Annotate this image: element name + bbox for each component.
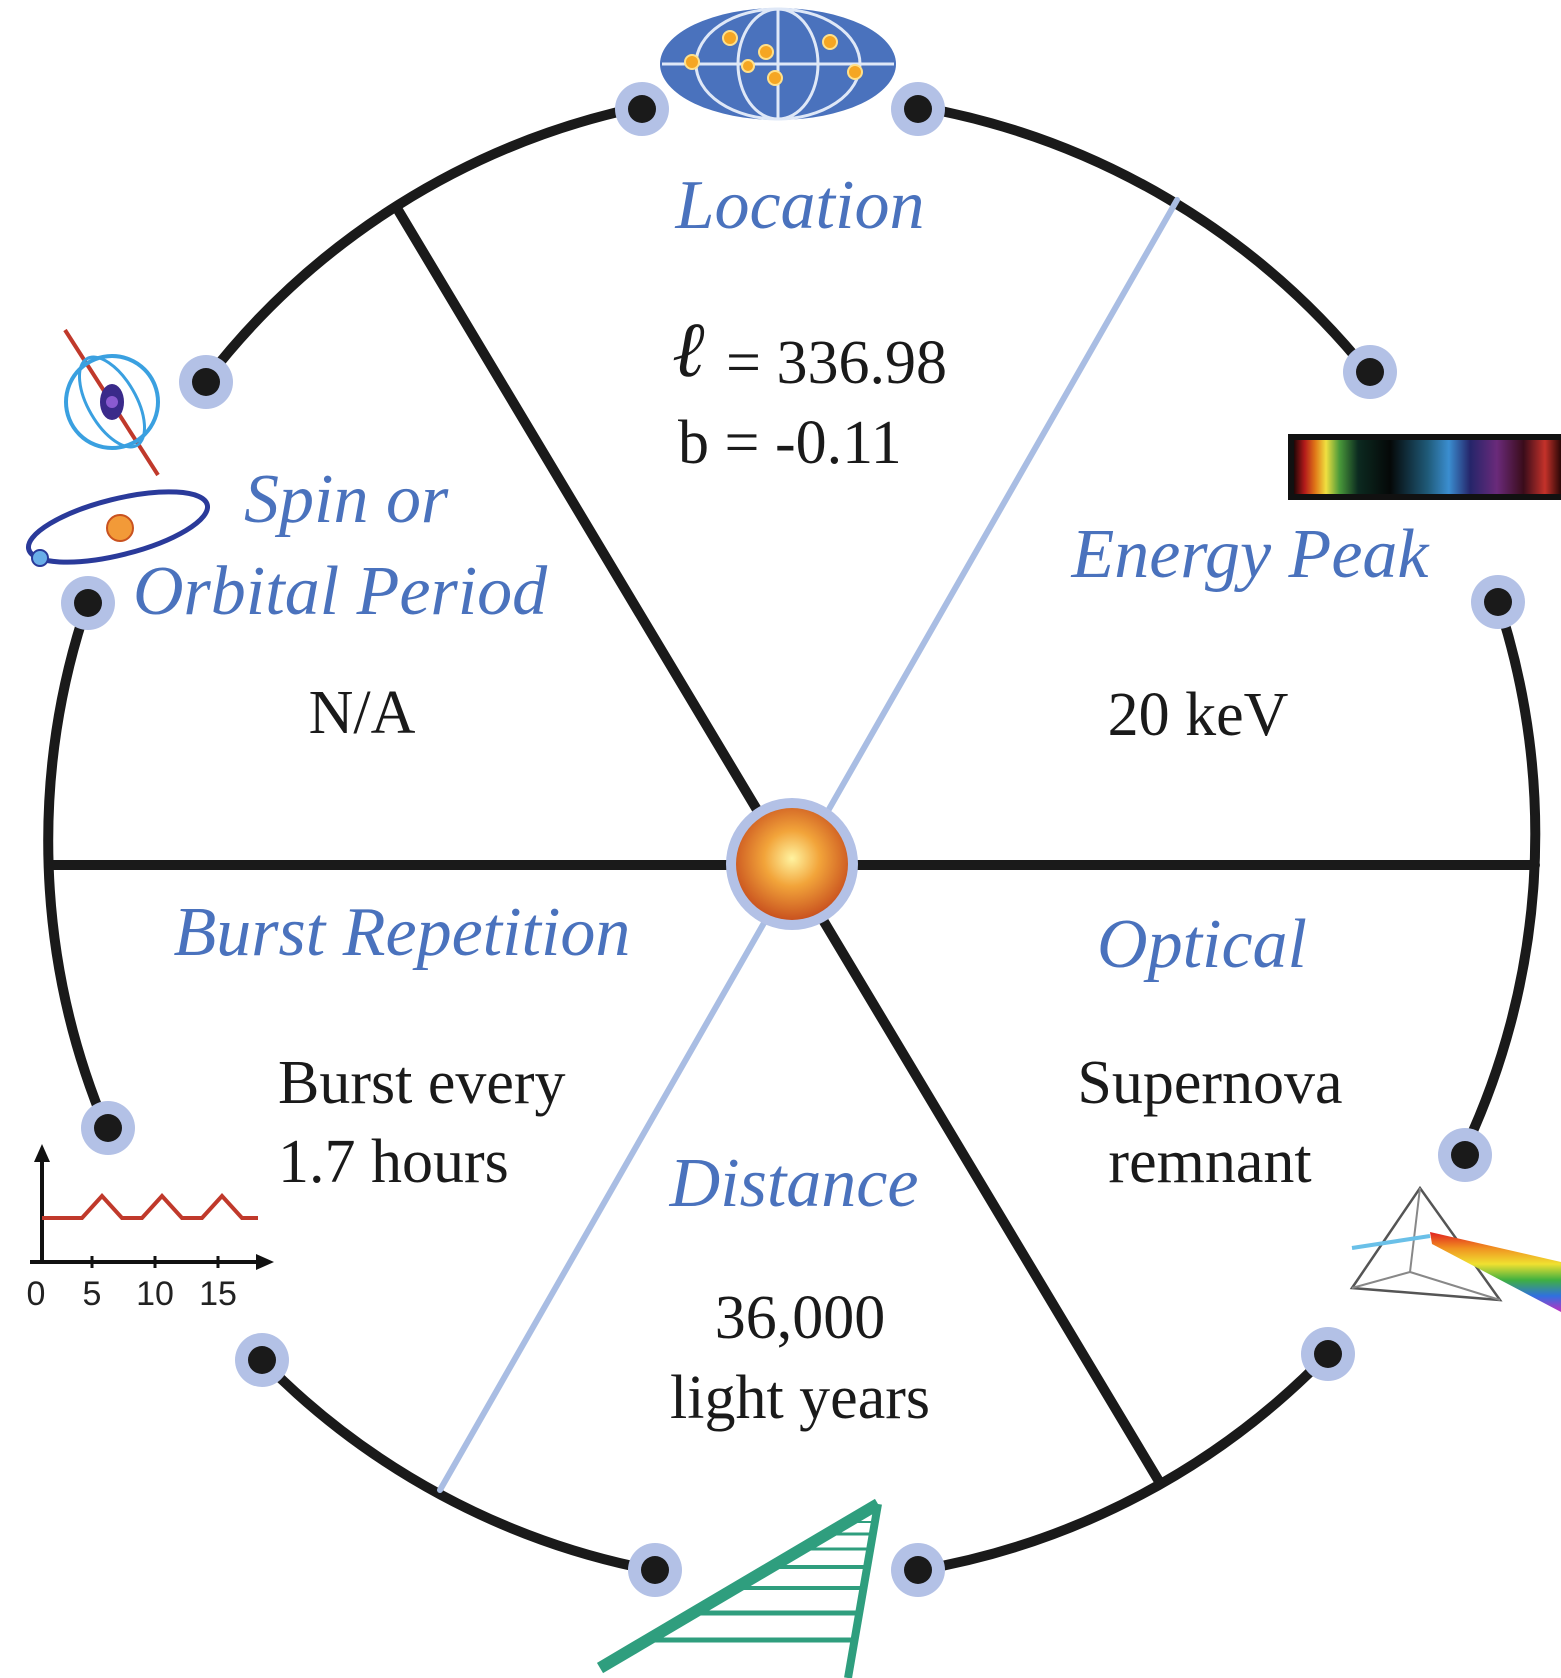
ring-node — [61, 576, 115, 630]
ring-arc-right — [1457, 597, 1541, 1160]
ring-node — [628, 1543, 682, 1597]
distance-value-line2: light years — [670, 1364, 930, 1432]
ring-node — [81, 1101, 135, 1155]
burst-axis-tick: 0 — [27, 1275, 46, 1313]
ring-node — [235, 1333, 289, 1387]
optical-value-line2: remnant — [1108, 1128, 1311, 1196]
galactic-latitude: b = -0.11 — [678, 409, 902, 477]
spin-title-line2: Orbital Period — [133, 553, 548, 630]
distance-ladder-icon — [596, 1498, 882, 1678]
ring-node — [179, 355, 233, 409]
ring-node — [1301, 1327, 1355, 1381]
sky-map-globe-icon — [660, 7, 896, 121]
spin-title-line1: Spin or — [244, 461, 449, 538]
ring-node — [1438, 1128, 1492, 1182]
spectrum-bar-icon — [1288, 434, 1561, 500]
ring-arc-bottom-right — [915, 1349, 1333, 1575]
ring-node — [615, 82, 669, 136]
burst-axis-tick: 10 — [136, 1275, 174, 1313]
optical-title: Optical — [1097, 906, 1307, 983]
pulsar-orbit-icon — [25, 328, 211, 567]
ring-node — [1471, 575, 1525, 629]
burst-value-line2: 1.7 hours — [278, 1128, 509, 1196]
location-title: Location — [675, 167, 925, 244]
burst-axis-tick: 15 — [199, 1275, 237, 1313]
burst-timeline-icon: 0 5 10 15 — [27, 1144, 274, 1313]
energy-title: Energy Peak — [1071, 516, 1431, 593]
source-star-icon — [726, 798, 858, 930]
galactic-l-symbol: ℓ — [672, 306, 705, 393]
ring-node — [891, 82, 945, 136]
ring-arc-bottom-left — [257, 1355, 657, 1575]
ring-node — [891, 1543, 945, 1597]
burst-value-line1: Burst every — [278, 1049, 566, 1117]
burst-axis-tick: 5 — [83, 1275, 102, 1313]
energy-value: 20 keV — [1108, 681, 1289, 749]
ring-nodes — [61, 82, 1525, 1597]
distance-title: Distance — [669, 1145, 919, 1222]
ring-node — [1343, 345, 1397, 399]
spin-value: N/A — [309, 679, 416, 747]
prism-icon — [1349, 1185, 1561, 1312]
distance-value-line1: 36,000 — [715, 1284, 886, 1352]
ring-arc-top-right — [915, 102, 1373, 377]
ring-arc-top — [201, 102, 645, 385]
optical-value-line1: Supernova — [1077, 1049, 1342, 1117]
galactic-longitude: = 336.98 — [726, 329, 947, 397]
burst-title: Burst Repetition — [174, 894, 631, 971]
